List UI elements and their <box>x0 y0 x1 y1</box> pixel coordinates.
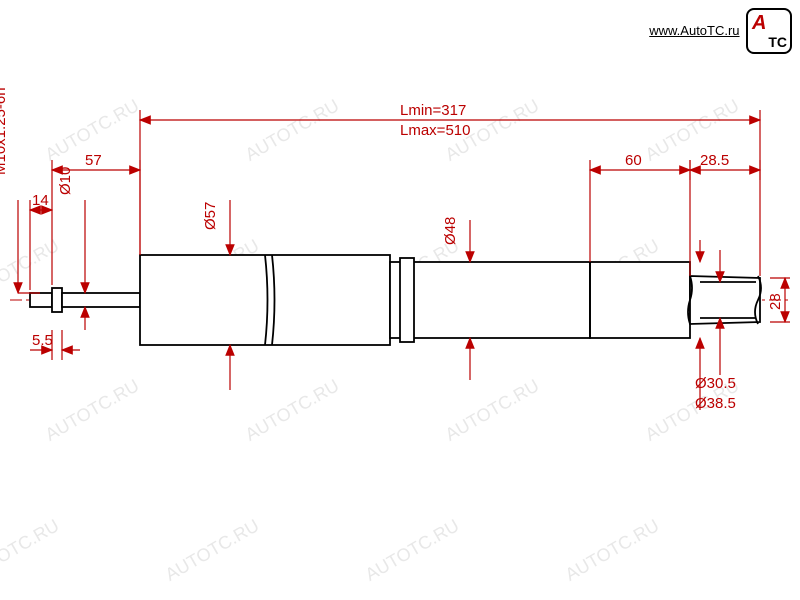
dim-thread: M10x1.25-6h <box>0 87 9 175</box>
dim-inner-bore: Ø30.5 <box>695 375 736 392</box>
thread-end <box>30 293 52 307</box>
dim-bush-len: 60 <box>625 152 642 169</box>
dim-rod-end: 14 <box>32 192 49 209</box>
dim-tail-len: 28.5 <box>700 152 729 169</box>
piston-rod <box>62 293 140 307</box>
dim-body-dia: Ø57 <box>202 202 219 230</box>
collar-ring <box>400 258 414 342</box>
dim-tube-dia: Ø48 <box>442 217 459 245</box>
dim-lmax: Lmax=510 <box>400 122 470 139</box>
dim-lmin: Lmin=317 <box>400 102 466 119</box>
mount-tail <box>690 276 760 324</box>
dim-outer-collar: Ø38.5 <box>695 395 736 412</box>
dim-rod-dia: Ø10 <box>57 167 74 195</box>
shock-body <box>140 255 390 345</box>
dim-nut: 5.5 <box>32 332 53 349</box>
bushing-sleeve <box>590 262 690 338</box>
nut <box>52 288 62 312</box>
shock-tube <box>390 262 590 338</box>
drawing-svg: M10x1.25-6h 14 5.5 Ø10 57 Ø57 Ø48 Lmin=3… <box>0 0 800 600</box>
dim-tail-h: 28 <box>767 293 784 310</box>
dim-rod-len: 57 <box>85 152 102 169</box>
